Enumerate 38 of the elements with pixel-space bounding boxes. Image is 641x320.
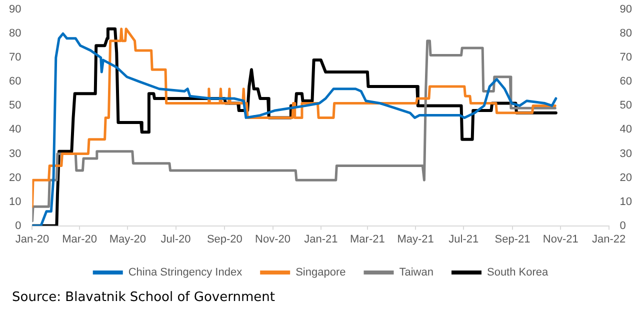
- y-tick-label: 0: [15, 220, 22, 232]
- y-tick-label: 70: [8, 52, 22, 64]
- y-tick-label: 50: [8, 100, 22, 112]
- y2-tick-label: 30: [620, 148, 632, 160]
- y-tick-label: 60: [8, 76, 22, 88]
- legend-label: South Korea: [486, 266, 550, 279]
- x-tick-label: Mar-20: [62, 233, 97, 246]
- y-tick-label: 80: [8, 28, 22, 40]
- y2-tick-label: 40: [620, 124, 632, 136]
- y-tick-label: 20: [8, 172, 22, 184]
- legend-label: Taiwan: [399, 266, 434, 279]
- x-tick-label: Jul-21: [448, 233, 479, 246]
- x-tick-label: Sep-21: [494, 233, 530, 246]
- y2-tick-label: 60: [620, 76, 632, 88]
- x-tick-label: Jan-21: [304, 233, 338, 246]
- legend-label: Singapore: [296, 266, 346, 279]
- y2-tick-label: 70: [620, 52, 632, 64]
- x-tick-label: May-21: [397, 233, 434, 246]
- y2-tick-label: 50: [620, 100, 632, 112]
- y2-tick-label: 80: [620, 28, 632, 40]
- x-tick-label: Jan-22: [592, 233, 626, 246]
- x-tick-label: Sep-20: [206, 233, 242, 246]
- legend-label: China Stringency Index: [128, 266, 243, 279]
- source-note: Source: Blavatnik School of Government: [12, 290, 275, 305]
- y2-tick-label: 20: [620, 172, 632, 184]
- x-tick-label: Mar-21: [350, 233, 385, 246]
- x-tick-label: May-20: [109, 233, 146, 246]
- y2-tick-label: 90: [620, 4, 632, 16]
- x-tick-label: Jan-20: [15, 233, 50, 246]
- y-tick-label: 90: [8, 4, 22, 16]
- y2-tick-label: 0: [620, 220, 626, 232]
- x-tick-label: Jul-20: [160, 233, 191, 246]
- x-tick-label: Nov-20: [255, 233, 291, 246]
- y-tick-label: 30: [8, 148, 22, 160]
- x-tick-label: Nov-21: [542, 233, 578, 246]
- y-tick-label: 40: [8, 124, 22, 136]
- y2-tick-label: 10: [620, 196, 632, 208]
- y-tick-label: 10: [8, 196, 22, 208]
